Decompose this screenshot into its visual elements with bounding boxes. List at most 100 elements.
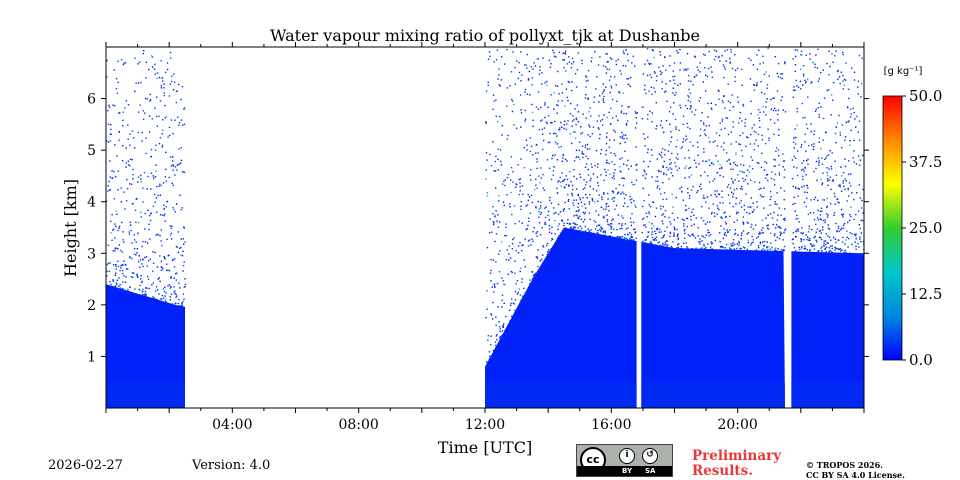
noise-pixel: [858, 120, 861, 122]
noise-pixel: [134, 247, 136, 250]
noise-pixel: [806, 159, 808, 162]
noise-pixel: [660, 231, 662, 233]
noise-pixel: [567, 219, 569, 221]
noise-pixel: [603, 89, 606, 91]
noise-pixel: [177, 163, 179, 166]
noise-pixel: [147, 175, 149, 178]
noise-pixel: [730, 243, 732, 245]
noise-pixel: [777, 226, 779, 228]
noise-pixel: [763, 187, 765, 189]
noise-pixel: [600, 174, 602, 176]
noise-pixel: [688, 74, 690, 77]
noise-pixel: [502, 183, 504, 185]
noise-pixel: [805, 205, 807, 208]
noise-pixel: [124, 263, 126, 266]
noise-pixel: [580, 126, 582, 128]
noise-pixel: [562, 179, 565, 182]
noise-pixel: [781, 77, 783, 80]
noise-pixel: [182, 238, 185, 240]
noise-pixel: [807, 238, 809, 241]
noise-pixel: [742, 221, 744, 223]
noise-pixel: [598, 224, 600, 226]
noise-pixel: [734, 76, 736, 78]
noise-pixel: [129, 257, 131, 259]
noise-pixel: [555, 84, 557, 87]
noise-pixel: [643, 169, 645, 172]
noise-pixel: [148, 223, 150, 225]
noise-pixel: [610, 152, 612, 154]
noise-pixel: [152, 296, 154, 298]
noise-pixel: [602, 98, 604, 100]
noise-pixel: [573, 199, 575, 201]
noise-pixel: [633, 228, 635, 231]
noise-pixel: [825, 246, 828, 249]
noise-pixel: [846, 200, 848, 202]
noise-pixel: [538, 216, 540, 218]
noise-pixel: [606, 220, 609, 223]
noise-pixel: [679, 187, 681, 190]
noise-pixel: [160, 87, 163, 89]
noise-pixel: [150, 148, 153, 151]
noise-pixel: [758, 233, 760, 235]
noise-pixel: [131, 242, 133, 244]
copyright-line-2: CC BY SA 4.0 License.: [806, 470, 905, 480]
noise-pixel: [183, 243, 185, 245]
noise-pixel: [138, 221, 140, 224]
noise-pixel: [109, 140, 112, 142]
noise-pixel: [710, 66, 712, 68]
noise-pixel: [673, 226, 675, 228]
noise-pixel: [498, 337, 501, 339]
noise-pixel: [726, 186, 729, 188]
noise-pixel: [610, 107, 612, 110]
noise-pixel: [118, 277, 120, 279]
noise-pixel: [604, 168, 606, 171]
noise-pixel: [764, 142, 767, 145]
noise-pixel: [626, 137, 628, 140]
noise-pixel: [496, 334, 498, 336]
noise-pixel: [547, 251, 549, 253]
noise-pixel: [734, 229, 736, 231]
noise-pixel: [499, 330, 501, 333]
noise-pixel: [613, 163, 616, 166]
noise-pixel: [769, 213, 772, 215]
noise-pixel: [813, 130, 816, 132]
noise-pixel: [849, 232, 851, 234]
noise-pixel: [832, 99, 834, 101]
noise-pixel: [145, 137, 147, 139]
noise-pixel: [583, 179, 585, 181]
noise-pixel: [746, 175, 748, 177]
noise-pixel: [606, 214, 608, 216]
noise-pixel: [177, 302, 180, 305]
noise-pixel: [644, 177, 647, 180]
noise-pixel: [657, 180, 659, 183]
noise-pixel: [857, 155, 860, 157]
noise-pixel: [145, 287, 147, 289]
noise-pixel: [619, 158, 621, 160]
noise-pixel: [860, 219, 862, 221]
noise-pixel: [531, 84, 533, 86]
noise-pixel: [143, 50, 145, 52]
noise-pixel: [164, 299, 167, 301]
noise-pixel: [826, 89, 828, 92]
noise-pixel: [112, 104, 114, 106]
noise-pixel: [735, 203, 737, 205]
noise-pixel: [695, 109, 697, 111]
noise-pixel: [821, 238, 823, 241]
noise-pixel: [156, 298, 158, 301]
noise-pixel: [673, 62, 676, 64]
noise-pixel: [807, 187, 809, 189]
noise-pixel: [629, 199, 632, 201]
noise-pixel: [633, 183, 636, 186]
noise-pixel: [113, 198, 116, 200]
noise-pixel: [794, 202, 796, 205]
noise-pixel: [643, 199, 645, 202]
noise-pixel: [668, 178, 670, 180]
noise-pixel: [533, 226, 535, 229]
noise-pixel: [518, 220, 521, 223]
cc-license-badge[interactable]: cc i ↺ BY SA: [576, 444, 673, 477]
noise-pixel: [588, 201, 591, 203]
noise-pixel: [753, 124, 755, 126]
noise-pixel: [582, 153, 585, 155]
noise-pixel: [131, 272, 134, 274]
noise-pixel: [767, 179, 769, 182]
